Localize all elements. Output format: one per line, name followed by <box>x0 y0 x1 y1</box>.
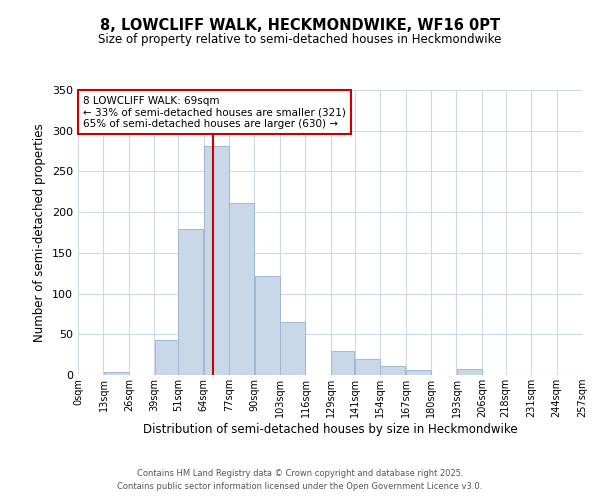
Bar <box>229 203 254 375</box>
Y-axis label: Number of semi-detached properties: Number of semi-detached properties <box>34 123 46 342</box>
Bar <box>355 358 380 375</box>
Bar <box>457 370 482 375</box>
Bar <box>204 146 229 375</box>
Text: 8 LOWCLIFF WALK: 69sqm
← 33% of semi-detached houses are smaller (321)
65% of se: 8 LOWCLIFF WALK: 69sqm ← 33% of semi-det… <box>83 96 346 129</box>
Bar <box>104 372 128 375</box>
Bar <box>331 352 354 375</box>
Bar <box>380 366 405 375</box>
X-axis label: Distribution of semi-detached houses by size in Heckmondwike: Distribution of semi-detached houses by … <box>143 423 517 436</box>
Text: Contains public sector information licensed under the Open Government Licence v3: Contains public sector information licen… <box>118 482 482 491</box>
Bar <box>280 322 305 375</box>
Text: 8, LOWCLIFF WALK, HECKMONDWIKE, WF16 0PT: 8, LOWCLIFF WALK, HECKMONDWIKE, WF16 0PT <box>100 18 500 32</box>
Text: Size of property relative to semi-detached houses in Heckmondwike: Size of property relative to semi-detach… <box>98 32 502 46</box>
Bar <box>255 276 280 375</box>
Bar <box>155 340 178 375</box>
Text: Contains HM Land Registry data © Crown copyright and database right 2025.: Contains HM Land Registry data © Crown c… <box>137 468 463 477</box>
Bar <box>406 370 431 375</box>
Bar <box>178 229 203 375</box>
